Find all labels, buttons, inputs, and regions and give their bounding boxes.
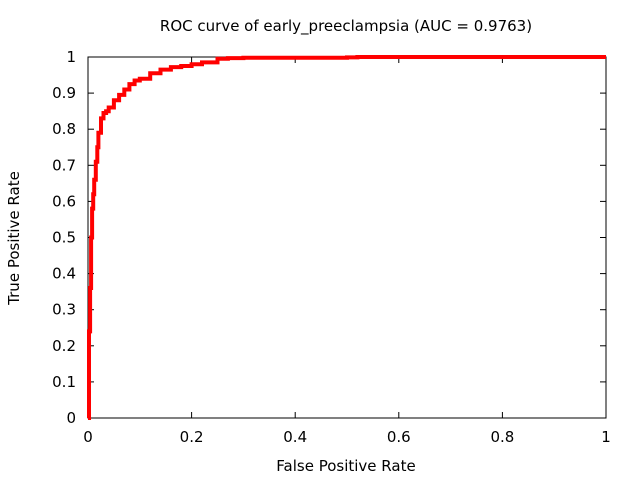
x-tick-label: 0.6 <box>387 428 411 446</box>
y-tick-label: 0.8 <box>52 120 76 138</box>
y-tick-label: 0.3 <box>52 301 76 319</box>
y-tick-label: 0.9 <box>52 84 76 102</box>
roc-curve-line <box>87 55 606 420</box>
x-tick-label: 0.8 <box>490 428 514 446</box>
axes: 0 0.2 0.4 0.6 0.8 1 0 0.1 0.2 0.3 0.4 0.5 0.6 0.7 0.8 0… <box>52 48 611 446</box>
y-tick-label: 0 <box>66 409 76 427</box>
y-tick-label: 0.7 <box>52 156 76 174</box>
x-tick-label: 0 <box>83 428 93 446</box>
roc-series <box>87 55 606 420</box>
x-tick-label: 1 <box>601 428 611 446</box>
chart-title: ROC curve of early_preeclampsia (AUC = 0… <box>160 17 532 36</box>
x-axis-label: False Positive Rate <box>276 457 415 475</box>
y-axis-label: True Positive Rate <box>5 171 23 306</box>
y-tick-label: 1 <box>66 48 76 66</box>
y-tick-label: 0.4 <box>52 265 76 283</box>
x-tick-label: 0.4 <box>283 428 307 446</box>
x-tick-label: 0.2 <box>180 428 204 446</box>
y-tick-label: 0.1 <box>52 373 76 391</box>
y-tick-label: 0.2 <box>52 337 76 355</box>
y-tick-label: 0.5 <box>52 229 76 247</box>
y-tick-label: 0.6 <box>52 192 76 210</box>
